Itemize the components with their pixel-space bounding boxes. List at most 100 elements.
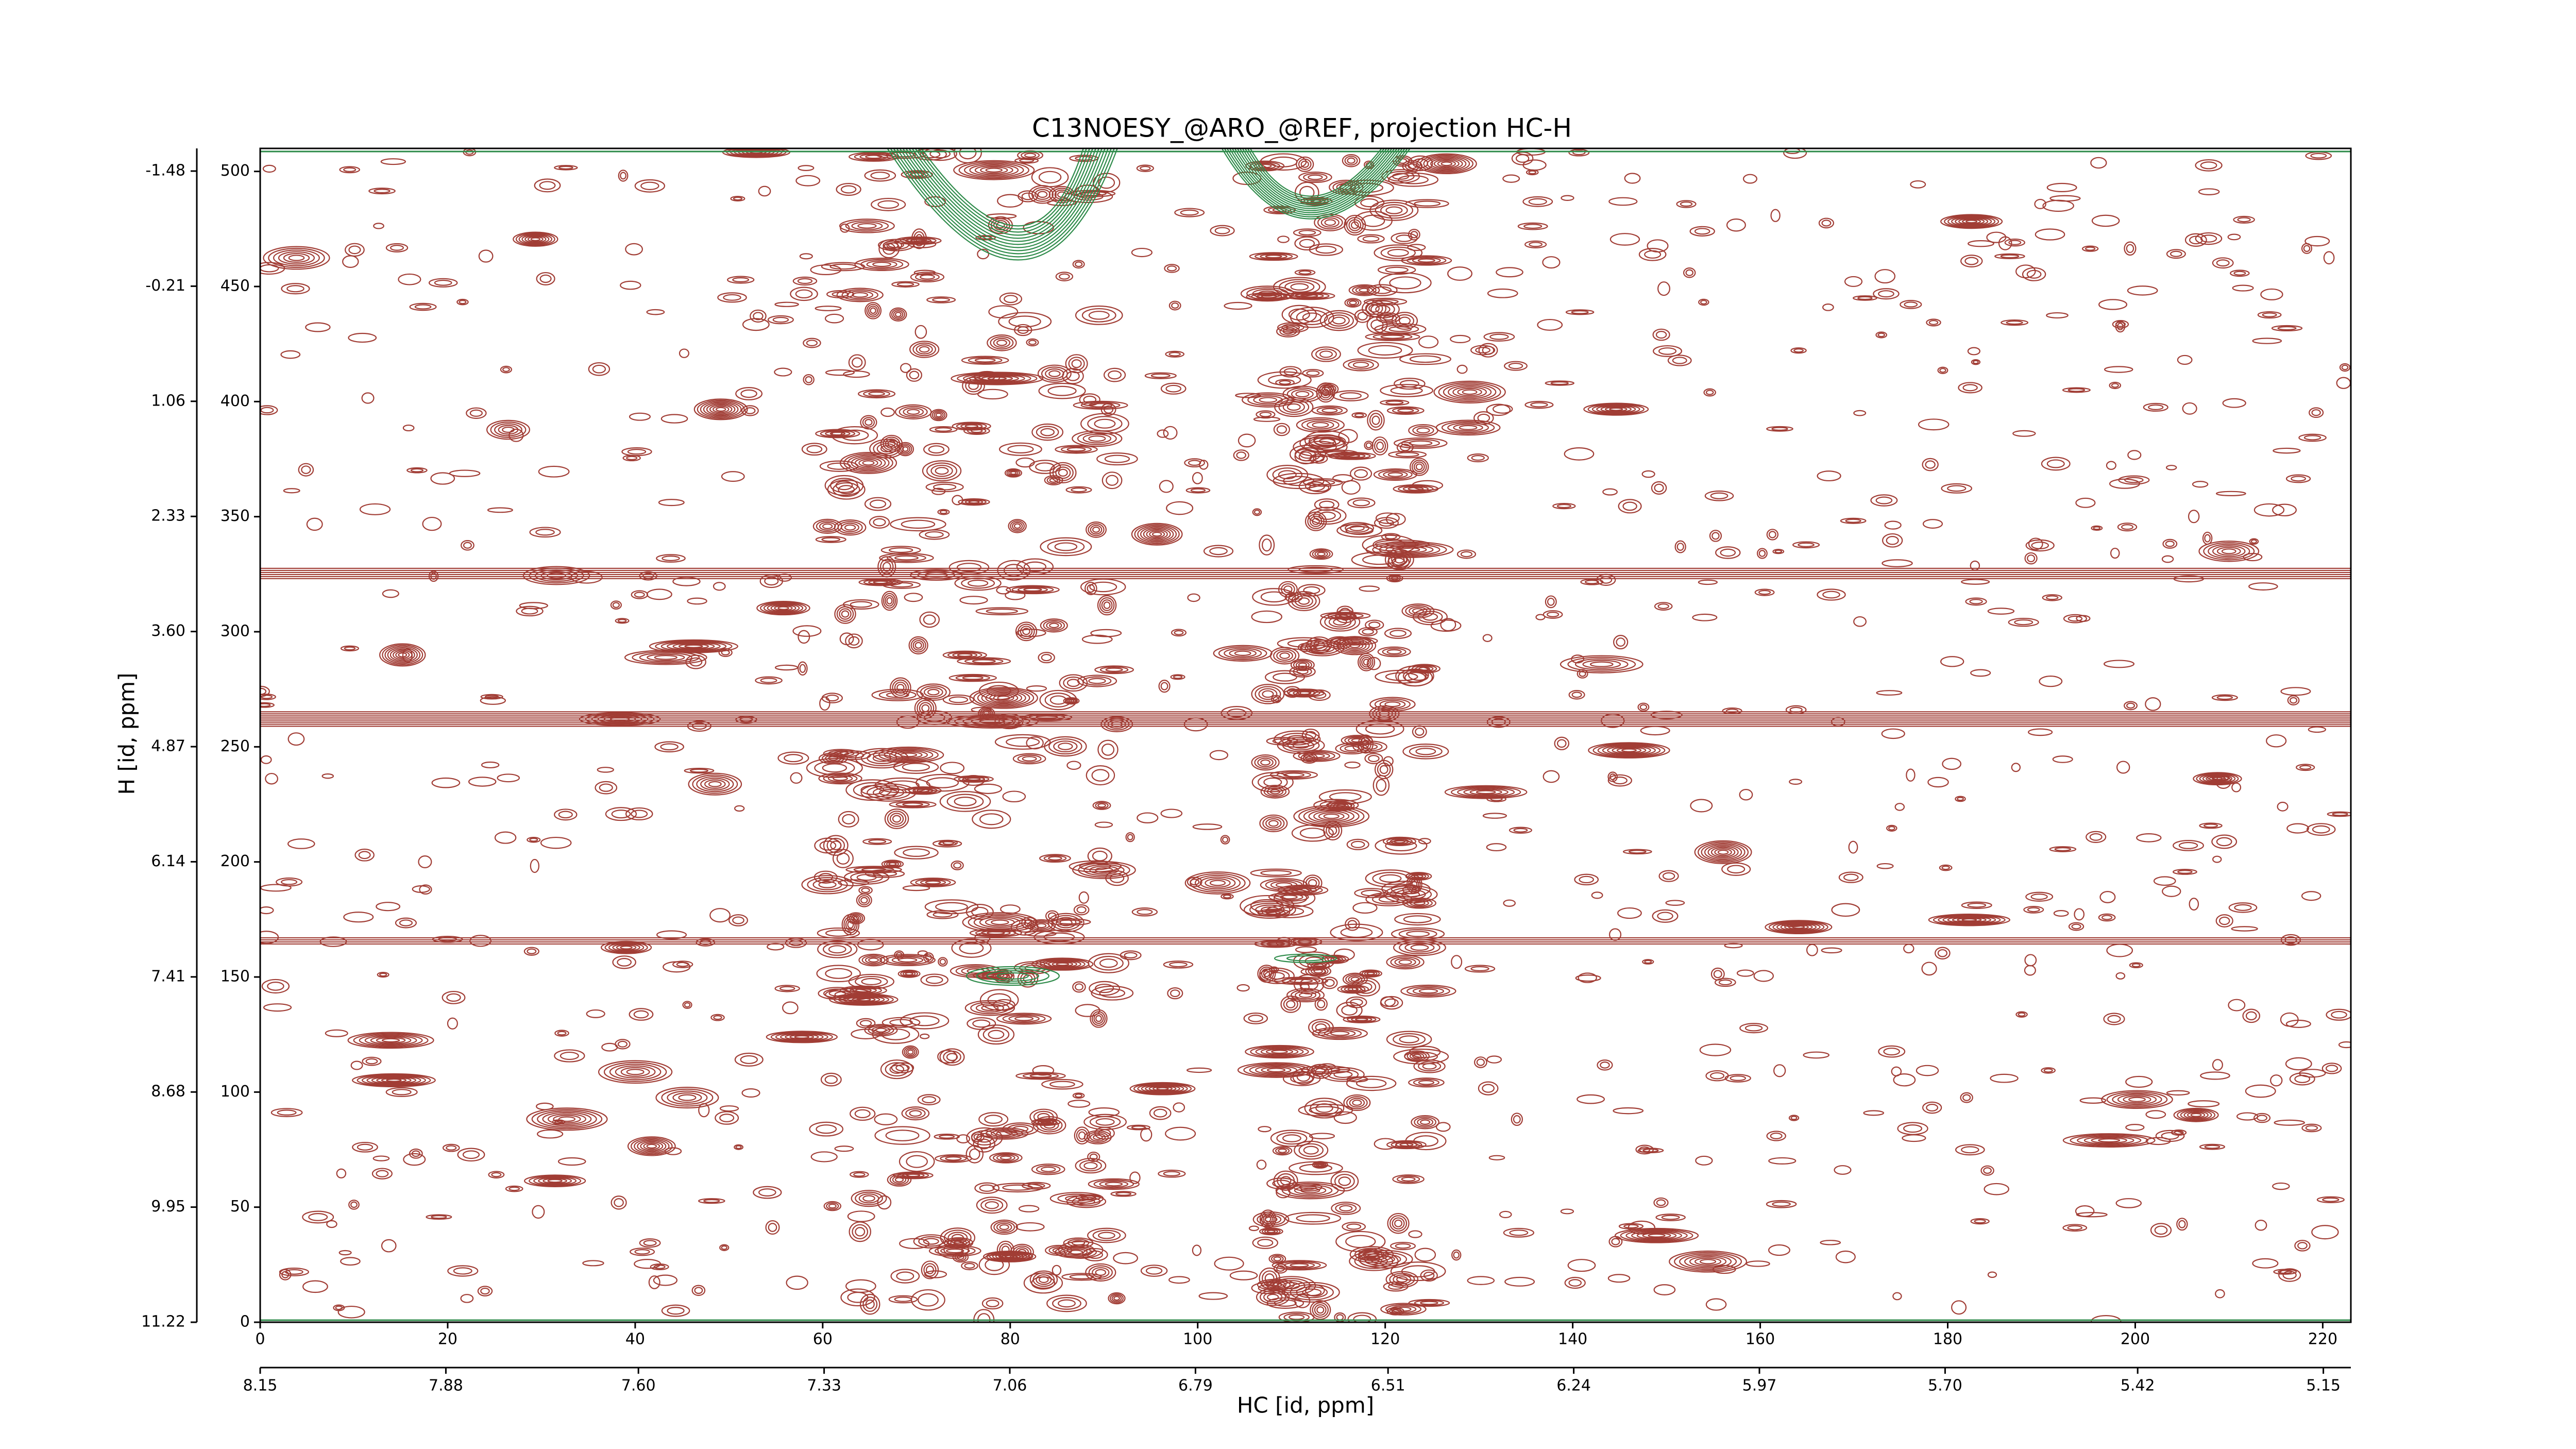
contour xyxy=(1845,518,1861,523)
contour xyxy=(1568,1279,1582,1287)
contour xyxy=(646,1143,657,1149)
contour xyxy=(861,887,870,894)
contour xyxy=(1269,972,1285,980)
contour xyxy=(816,520,839,532)
contour xyxy=(1198,1292,1228,1300)
contour xyxy=(896,148,1109,251)
contour xyxy=(1166,265,1177,272)
contour xyxy=(1401,255,1452,266)
contour xyxy=(1088,1265,1113,1280)
contour xyxy=(1463,788,1509,796)
contour xyxy=(1395,1306,1412,1312)
contour xyxy=(956,1134,971,1143)
x-axis-label: HC [id, ppm] xyxy=(1237,1393,1374,1418)
contour xyxy=(1369,413,1383,428)
contour xyxy=(1526,169,1539,176)
contour xyxy=(893,310,904,319)
contour xyxy=(1048,856,1062,861)
contour xyxy=(1882,533,1903,548)
contour xyxy=(661,1088,714,1107)
contour xyxy=(1875,331,1888,339)
contour xyxy=(2176,1218,2188,1231)
contour xyxy=(939,510,948,514)
contour xyxy=(1709,530,1722,542)
contour xyxy=(422,516,442,531)
contour xyxy=(1031,423,1064,441)
contour xyxy=(735,1145,742,1149)
contour xyxy=(1250,1046,1309,1058)
contour xyxy=(2199,1143,2225,1150)
contour xyxy=(912,788,934,794)
contour xyxy=(1822,304,1834,311)
contour xyxy=(1383,885,1438,904)
contour xyxy=(1366,316,1388,334)
contour xyxy=(540,836,572,849)
contour xyxy=(591,714,649,724)
contour xyxy=(1773,1064,1786,1077)
contour xyxy=(1093,955,1124,971)
contour xyxy=(1888,825,1895,831)
contour xyxy=(1243,1063,1309,1077)
contour xyxy=(794,1035,810,1039)
contour xyxy=(2107,1015,2121,1023)
contour xyxy=(929,426,958,433)
contour xyxy=(1503,1227,1534,1238)
contour xyxy=(697,399,745,419)
contour xyxy=(620,945,633,950)
contour xyxy=(1032,1065,1055,1076)
contour xyxy=(836,852,850,865)
contour xyxy=(765,1220,780,1235)
contour xyxy=(350,1201,358,1208)
contour xyxy=(1405,605,1431,617)
contour xyxy=(1145,1267,1163,1275)
contour xyxy=(1043,932,1075,942)
contour xyxy=(1279,380,1291,385)
contour xyxy=(1385,1271,1419,1288)
contour xyxy=(1274,894,1303,901)
contour xyxy=(2046,595,2059,600)
contour xyxy=(1329,792,1362,802)
contour xyxy=(1683,267,1696,278)
contour xyxy=(1036,1165,1061,1174)
contour xyxy=(1971,359,1981,365)
contour xyxy=(2049,846,2077,852)
contour xyxy=(376,1037,406,1044)
contour xyxy=(1223,894,1232,899)
contour xyxy=(1372,542,1447,557)
contour xyxy=(1126,1124,1150,1131)
contour xyxy=(2115,321,2126,327)
contour xyxy=(1131,247,1153,258)
contour xyxy=(395,651,410,659)
contour xyxy=(2311,1225,2339,1240)
contour xyxy=(481,761,500,769)
contour xyxy=(1420,1269,1438,1282)
contour xyxy=(1401,1176,1416,1182)
contour xyxy=(1391,232,1418,244)
contour xyxy=(2178,1220,2186,1228)
contour xyxy=(630,1137,673,1155)
contour xyxy=(887,554,926,562)
contour xyxy=(1613,1107,1644,1115)
contour xyxy=(1459,425,1478,430)
contour xyxy=(2204,534,2211,543)
contour xyxy=(1379,272,1432,294)
x-tick-label: 200 xyxy=(2121,1330,2150,1349)
contour xyxy=(1058,468,1068,477)
contour xyxy=(1944,215,1999,228)
contour xyxy=(868,1025,894,1035)
contour xyxy=(610,600,622,610)
contour xyxy=(1034,189,1051,200)
contour xyxy=(647,653,685,662)
contour xyxy=(1298,270,1312,275)
contour xyxy=(2115,1198,2142,1208)
contour xyxy=(1300,160,1309,168)
contour xyxy=(1705,1070,1729,1082)
contour xyxy=(1853,410,1867,416)
contour xyxy=(1698,841,1749,863)
contour xyxy=(1159,480,1174,493)
contour xyxy=(1339,392,1362,399)
contour xyxy=(678,1094,697,1101)
contour xyxy=(626,456,638,461)
contour xyxy=(664,1147,682,1155)
contour xyxy=(1268,1254,1286,1264)
